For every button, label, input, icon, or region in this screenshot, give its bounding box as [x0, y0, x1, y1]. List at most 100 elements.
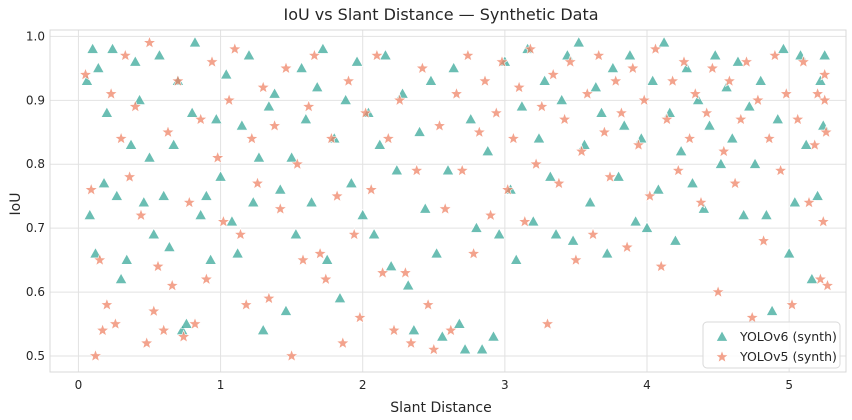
data-point-triangle	[204, 253, 217, 265]
data-point-triangle	[379, 48, 392, 61]
data-point-star	[358, 105, 373, 120]
data-point-star	[460, 48, 475, 62]
data-point-triangle	[589, 80, 603, 93]
data-point-star	[688, 86, 703, 100]
data-point-star	[122, 169, 137, 183]
data-point-star	[210, 150, 225, 164]
data-point-triangle	[268, 87, 281, 99]
data-point-star	[557, 112, 572, 126]
data-point-star	[637, 92, 652, 107]
data-point-triangle	[436, 330, 449, 342]
data-point-triangle	[583, 195, 597, 208]
legend-marker-star	[714, 349, 730, 364]
data-point-star	[512, 80, 527, 94]
series-yolov5	[78, 35, 835, 363]
data-point-star	[608, 73, 623, 88]
data-point-star	[421, 297, 436, 311]
data-point-star	[156, 323, 171, 337]
data-point-star	[620, 239, 635, 254]
x-tick-labels: 0 1 2 3 4 5	[75, 378, 793, 392]
data-point-star	[318, 271, 333, 286]
data-point-triangle	[373, 138, 386, 150]
data-point-star	[807, 137, 822, 151]
data-point-star	[426, 342, 441, 356]
legend-triangle-icon	[715, 330, 729, 342]
data-point-triangle	[788, 195, 802, 208]
data-point-triangle	[419, 202, 432, 214]
data-point-triangle	[754, 74, 767, 86]
data-point-star	[659, 112, 674, 126]
data-point-star	[301, 99, 316, 113]
data-point-star	[585, 227, 601, 241]
data-point-triangle	[220, 68, 233, 80]
data-point-triangle	[674, 144, 688, 156]
data-point-star	[415, 61, 430, 75]
data-point-triangle	[805, 272, 819, 284]
data-point-star	[540, 316, 555, 330]
data-point-star	[443, 323, 458, 337]
data-point-triangle	[100, 106, 114, 118]
x-tick-label: 2	[359, 378, 367, 392]
data-point-triangle	[339, 93, 352, 105]
data-point-star	[756, 233, 771, 247]
data-point-star	[335, 335, 350, 350]
data-point-triangle	[231, 247, 244, 259]
data-point-star	[682, 131, 697, 145]
data-point-star	[324, 131, 339, 145]
data-point-triangle	[153, 48, 166, 61]
x-tick-label: 3	[501, 378, 509, 392]
data-point-triangle	[407, 323, 421, 335]
data-point-triangle	[279, 304, 293, 316]
data-point-star	[261, 291, 276, 305]
data-point-star	[699, 105, 714, 120]
data-point-star	[546, 67, 561, 81]
data-point-star	[273, 201, 288, 215]
data-point-triangle	[726, 132, 739, 144]
data-point-star	[472, 124, 487, 139]
plot-frame	[49, 29, 847, 373]
data-point-star	[739, 54, 754, 68]
data-point-star	[227, 41, 242, 56]
data-point-triangle	[137, 195, 151, 208]
x-tick-label: 1	[217, 378, 225, 392]
data-point-triangle	[390, 164, 404, 176]
data-point-star	[654, 259, 669, 273]
data-point-star	[705, 61, 720, 75]
data-point-triangle	[640, 221, 654, 233]
data-point-star	[256, 80, 271, 94]
data-point-star	[250, 176, 265, 190]
data-point-triangle	[247, 195, 260, 208]
data-point-triangle	[447, 61, 460, 73]
data-point-star	[95, 323, 110, 337]
data-point-star	[779, 86, 794, 100]
data-point-star	[267, 118, 282, 132]
data-point-star	[239, 297, 254, 311]
data-point-star	[796, 54, 811, 68]
data-point-triangle	[252, 151, 266, 163]
data-point-star	[523, 41, 538, 56]
data-point-star	[142, 35, 157, 49]
data-point-triangle	[709, 48, 722, 61]
data-point-star	[676, 54, 691, 68]
x-tick-label: 4	[643, 378, 651, 392]
data-point-triangle	[811, 189, 824, 201]
data-point-triangle	[532, 132, 546, 144]
data-point-star	[733, 112, 748, 126]
data-point-star	[568, 252, 583, 267]
data-point-star	[534, 99, 549, 113]
data-point-triangle	[441, 164, 455, 176]
data-point-star	[773, 163, 788, 177]
data-point-triangle	[623, 48, 637, 61]
data-point-star	[500, 182, 515, 196]
data-point-star	[104, 86, 119, 100]
series-layer	[78, 35, 835, 363]
data-point-star	[182, 195, 197, 209]
data-point-star	[170, 73, 185, 88]
chart-title: IoU vs Slant Distance — Synthetic Data	[283, 5, 598, 24]
data-point-star	[817, 67, 832, 81]
x-tick-label: 0	[75, 378, 83, 392]
data-point-star	[216, 214, 231, 228]
data-point-star	[438, 201, 453, 215]
data-point-triangle	[289, 227, 303, 240]
data-point-star	[466, 246, 481, 260]
